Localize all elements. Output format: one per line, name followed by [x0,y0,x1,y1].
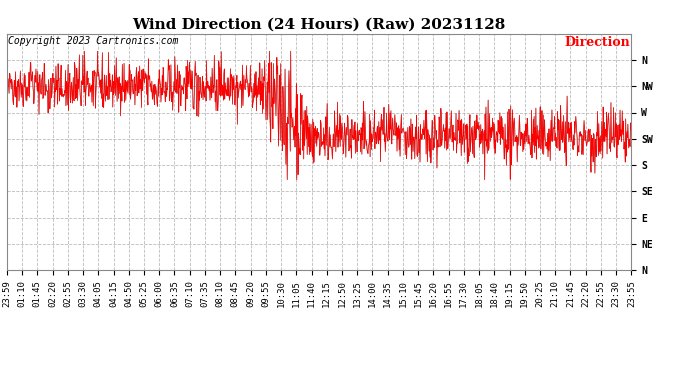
Title: Wind Direction (24 Hours) (Raw) 20231128: Wind Direction (24 Hours) (Raw) 20231128 [132,17,506,31]
Text: Copyright 2023 Cartronics.com: Copyright 2023 Cartronics.com [8,36,179,46]
Text: Direction: Direction [564,36,630,49]
